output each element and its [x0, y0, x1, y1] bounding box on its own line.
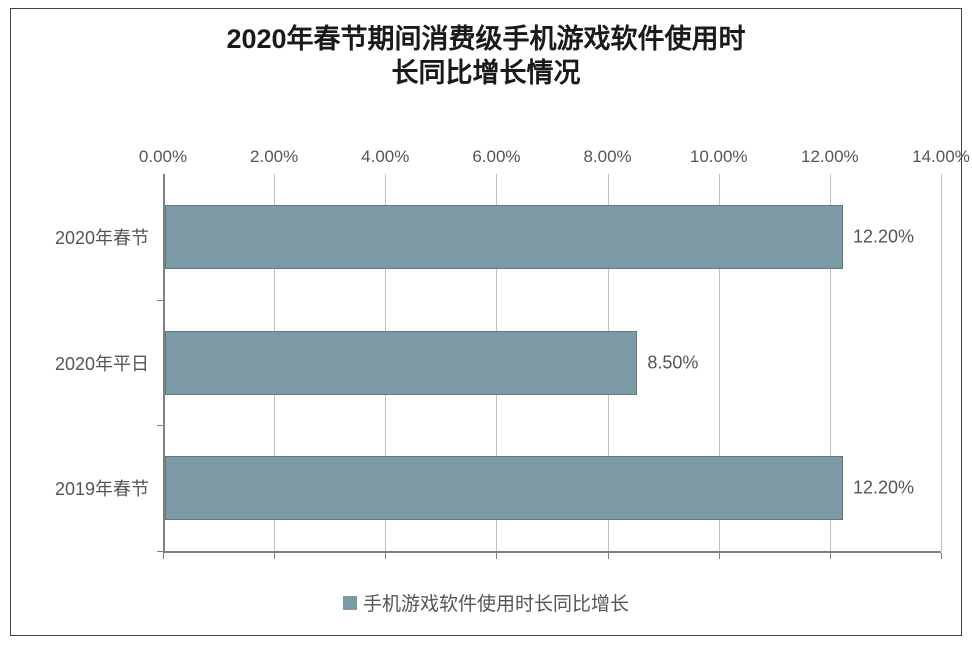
- y-tick-mark: [157, 551, 163, 552]
- bar-value-label: 8.50%: [647, 352, 698, 373]
- bar: [165, 331, 637, 395]
- x-tick-label: 8.00%: [583, 147, 631, 167]
- x-tick-mark: [385, 553, 386, 559]
- legend-text: 手机游戏软件使用时长同比增长: [363, 589, 629, 616]
- x-tick-mark: [941, 553, 942, 559]
- x-axis-line: [163, 551, 941, 553]
- category-label: 2019年春节: [55, 475, 149, 501]
- category-label: 2020年春节: [55, 224, 149, 250]
- x-tick-mark: [719, 553, 720, 559]
- title-line-2: 长同比增长情况: [392, 58, 581, 88]
- y-tick-mark: [157, 300, 163, 301]
- legend-swatch: [343, 596, 357, 610]
- y-tick-mark: [157, 425, 163, 426]
- bar-value-label: 12.20%: [853, 478, 914, 499]
- x-tick-mark: [274, 553, 275, 559]
- chart-container: 2020年春节期间消费级手机游戏软件使用时 长同比增长情况 手机游戏软件使用时长…: [10, 8, 962, 636]
- x-tick-mark: [163, 553, 164, 559]
- x-tick-mark: [830, 553, 831, 559]
- x-tick-label: 2.00%: [250, 147, 298, 167]
- x-tick-mark: [496, 553, 497, 559]
- x-tick-label: 12.00%: [801, 147, 859, 167]
- category-label: 2020年平日: [55, 350, 149, 376]
- x-tick-label: 10.00%: [690, 147, 748, 167]
- title-line-1: 2020年春节期间消费级手机游戏软件使用时: [226, 24, 745, 54]
- x-tick-label: 0.00%: [139, 147, 187, 167]
- x-tick-label: 4.00%: [361, 147, 409, 167]
- legend: 手机游戏软件使用时长同比增长: [11, 589, 961, 616]
- chart-title: 2020年春节期间消费级手机游戏软件使用时 长同比增长情况: [11, 9, 961, 91]
- bar-value-label: 12.20%: [853, 226, 914, 247]
- grid-line: [941, 174, 942, 551]
- bar: [165, 456, 843, 520]
- x-tick-label: 14.00%: [912, 147, 970, 167]
- x-tick-label: 6.00%: [472, 147, 520, 167]
- bar: [165, 205, 843, 269]
- x-tick-mark: [608, 553, 609, 559]
